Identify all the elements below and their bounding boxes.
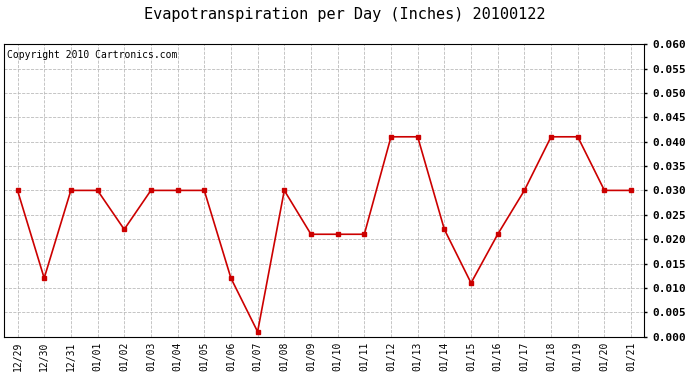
Text: Evapotranspiration per Day (Inches) 20100122: Evapotranspiration per Day (Inches) 2010…: [144, 8, 546, 22]
Text: Copyright 2010 Cartronics.com: Copyright 2010 Cartronics.com: [8, 50, 178, 60]
